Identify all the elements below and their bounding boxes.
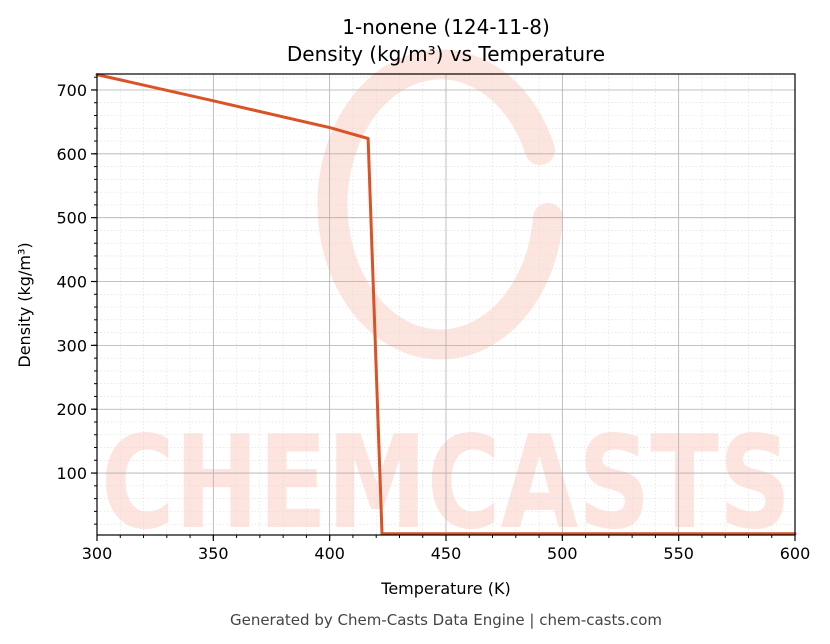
x-tick-label: 300 [82, 544, 113, 563]
density-series-line [95, 73, 797, 536]
x-tick-label: 400 [314, 544, 345, 563]
y-tick-label: 300 [56, 336, 87, 355]
x-tick-label: 500 [547, 544, 578, 563]
y-tick-label: 500 [56, 209, 87, 228]
series-layer [95, 73, 797, 536]
y-axis-tick-labels: 100 200 300 400 500 600 700 [56, 81, 87, 483]
footer-credit: Generated by Chem-Casts Data Engine | ch… [230, 611, 662, 629]
chart-title: 1-nonene (124-11-8) [342, 15, 550, 39]
y-tick-label: 400 [56, 273, 87, 292]
x-tick-label: 350 [198, 544, 229, 563]
chart-subtitle: Density (kg/m³) vs Temperature [287, 42, 605, 66]
x-tick-label: 450 [431, 544, 462, 563]
axis-ticks [91, 76, 796, 541]
x-axis-tick-labels: 300 350 400 450 500 550 600 [82, 544, 811, 563]
y-axis-label: Density (kg/m³) [15, 242, 34, 367]
x-tick-label: 550 [663, 544, 694, 563]
y-tick-label: 100 [56, 464, 87, 483]
y-tick-label: 700 [56, 81, 87, 100]
y-tick-label: 600 [56, 145, 87, 164]
x-tick-label: 600 [780, 544, 811, 563]
y-tick-label: 200 [56, 400, 87, 419]
x-axis-label: Temperature (K) [380, 579, 510, 598]
